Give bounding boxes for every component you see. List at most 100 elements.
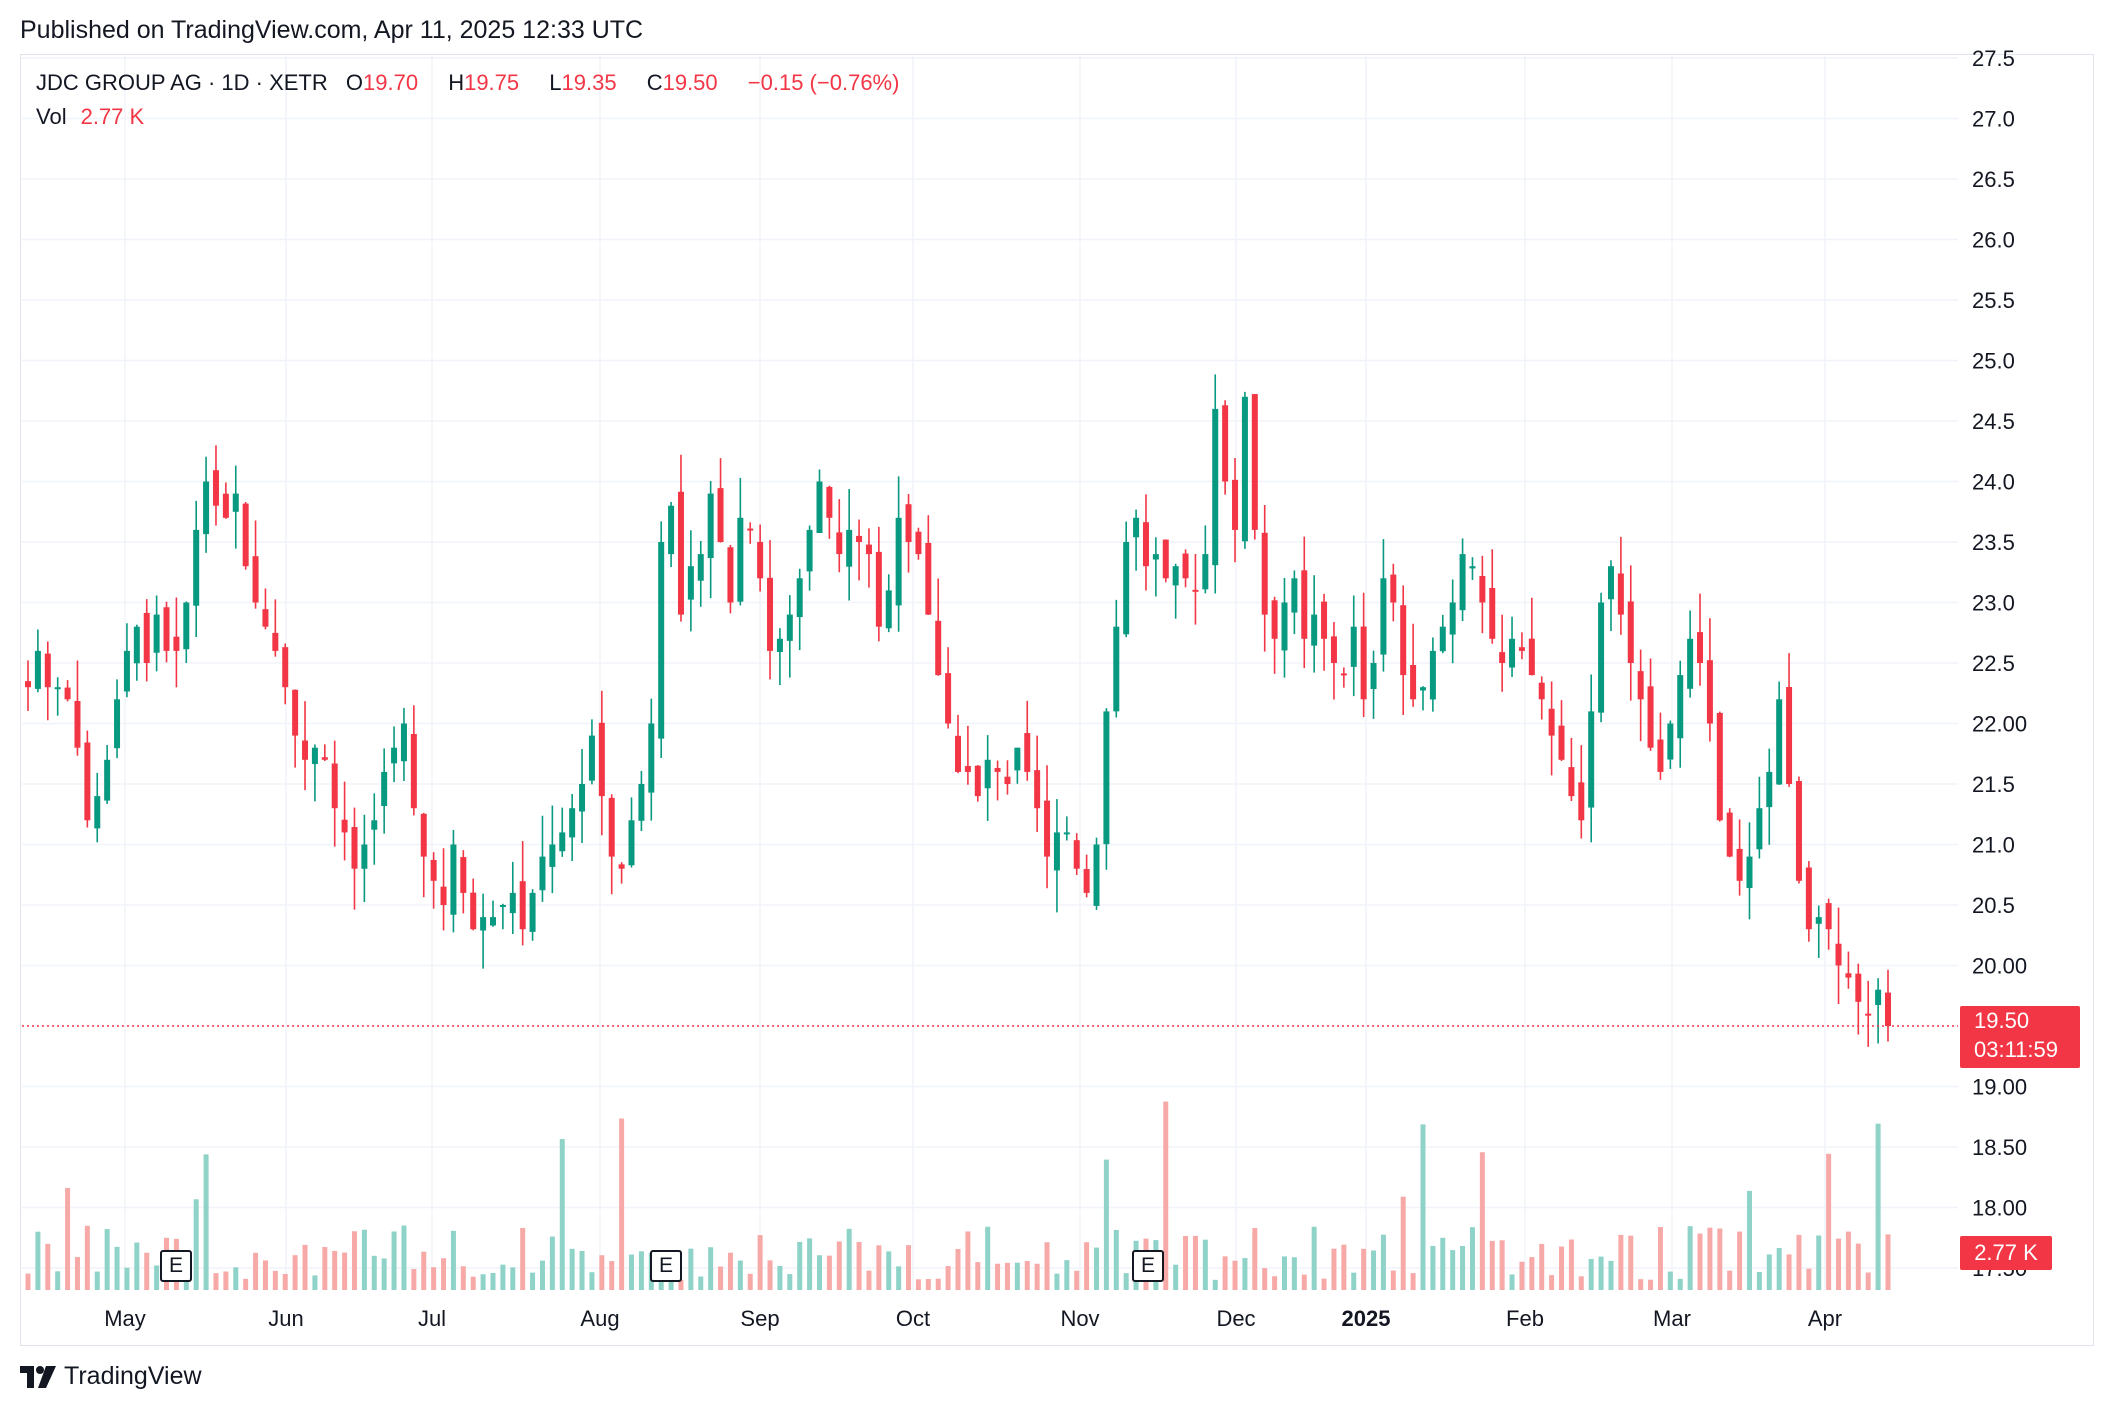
volume-bar — [490, 1273, 496, 1290]
volume-bar — [1252, 1228, 1258, 1290]
volume-bar — [1460, 1245, 1466, 1290]
x-tick-label: 2025 — [1342, 1306, 1391, 1331]
volume-bar — [619, 1118, 625, 1290]
candle-body — [1014, 747, 1021, 771]
earnings-marker-nov[interactable]: E — [1132, 1250, 1164, 1282]
volume-bar — [1450, 1250, 1456, 1290]
candle-body — [25, 681, 31, 688]
symbol-name: JDC GROUP AG · 1D · XETR — [36, 70, 328, 95]
candle-body — [529, 892, 536, 932]
volume-bar — [1657, 1227, 1663, 1290]
volume-bar — [253, 1252, 259, 1290]
volume-bar — [708, 1247, 714, 1290]
volume-bar — [856, 1242, 862, 1290]
candle-body — [559, 832, 566, 852]
volume-bar — [1044, 1242, 1050, 1290]
candle-body — [450, 844, 457, 915]
volume-bar — [1291, 1257, 1297, 1290]
volume-bar — [1885, 1234, 1891, 1290]
volume-bar — [1816, 1235, 1822, 1290]
candle-body — [856, 535, 863, 542]
candle-body — [143, 612, 150, 663]
y-tick-label: 25.0 — [1972, 349, 2015, 374]
volume-bar — [243, 1278, 249, 1290]
candle-body — [1073, 840, 1080, 869]
volume-bar — [658, 1279, 664, 1290]
candle-body — [311, 747, 318, 765]
candle-body — [1845, 973, 1852, 978]
volume-bar — [925, 1279, 931, 1290]
candle-body — [1865, 1013, 1872, 1016]
candle-body — [757, 541, 764, 579]
y-tick-label: 18.00 — [1972, 1196, 2027, 1221]
volume-bar — [401, 1225, 407, 1290]
volume-bar — [1281, 1256, 1287, 1290]
volume-bar — [1212, 1279, 1218, 1290]
volume-bar — [1272, 1276, 1278, 1290]
candle-body — [1548, 708, 1555, 736]
volume-bar — [371, 1255, 377, 1290]
volume-bar — [45, 1243, 51, 1290]
volume-bar — [114, 1246, 120, 1290]
volume-bar — [807, 1238, 813, 1290]
volume-bar — [826, 1255, 832, 1290]
candle-body — [806, 529, 813, 572]
volume-bar — [460, 1266, 466, 1290]
volume-bar — [876, 1245, 882, 1290]
candle-body — [1885, 992, 1891, 1026]
volume-bar — [1549, 1275, 1555, 1290]
x-tick-label: Feb — [1506, 1306, 1544, 1331]
volume-bar — [94, 1271, 100, 1290]
candle-body — [638, 784, 645, 821]
candle-body — [875, 551, 882, 627]
candle-body — [499, 905, 506, 907]
x-tick-label: Oct — [896, 1306, 930, 1331]
candle-body — [608, 797, 615, 857]
candle-body — [212, 470, 219, 506]
volume-bar — [1113, 1229, 1119, 1290]
y-tick-label: 24.5 — [1972, 409, 2015, 434]
volume-bar — [1598, 1256, 1604, 1290]
candle-body — [767, 577, 774, 651]
candle-body — [1083, 869, 1090, 893]
candle-body — [193, 529, 200, 606]
volume-bar — [727, 1252, 733, 1290]
candle-body — [54, 687, 61, 690]
low-value: 19.35 — [561, 70, 617, 95]
candle-body — [1538, 682, 1545, 700]
volume-bar — [1331, 1248, 1337, 1290]
candle-body — [1152, 554, 1159, 560]
earnings-marker-may[interactable]: E — [160, 1250, 192, 1282]
volume-bar — [1034, 1263, 1040, 1290]
volume-bar — [1539, 1243, 1545, 1290]
volume-bar — [1361, 1248, 1367, 1290]
high-value: 19.75 — [464, 70, 520, 95]
volume-bar — [292, 1255, 298, 1290]
candle-body — [64, 687, 71, 700]
candle-body — [668, 505, 675, 555]
candle-body — [1034, 770, 1041, 809]
volume-bar — [332, 1250, 338, 1290]
volume-bar — [520, 1227, 526, 1290]
volume-bar — [65, 1187, 71, 1290]
volume-bar — [282, 1274, 288, 1290]
earnings-marker-aug[interactable]: E — [650, 1250, 682, 1282]
volume-bar — [55, 1271, 61, 1290]
tradingview-brand[interactable]: TradingView — [20, 1362, 202, 1391]
candle-body — [1251, 394, 1258, 530]
candle-body — [1568, 767, 1575, 797]
volume-bar — [1173, 1264, 1179, 1290]
x-tick-label: Aug — [580, 1306, 619, 1331]
volume-bar — [1094, 1247, 1100, 1290]
candle-body — [1825, 903, 1832, 930]
vol-value: 2.77 K — [80, 104, 145, 129]
candle-body — [1044, 800, 1051, 857]
candle-body — [1588, 711, 1595, 808]
volume-bar — [74, 1256, 80, 1290]
candle-body — [410, 733, 417, 809]
candle-body — [1390, 574, 1397, 603]
volume-bar — [1628, 1235, 1634, 1290]
candle-body — [1776, 699, 1783, 785]
candle-body — [173, 636, 180, 651]
